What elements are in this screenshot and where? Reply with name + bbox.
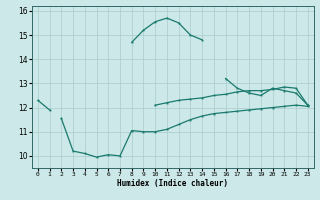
X-axis label: Humidex (Indice chaleur): Humidex (Indice chaleur) <box>117 179 228 188</box>
